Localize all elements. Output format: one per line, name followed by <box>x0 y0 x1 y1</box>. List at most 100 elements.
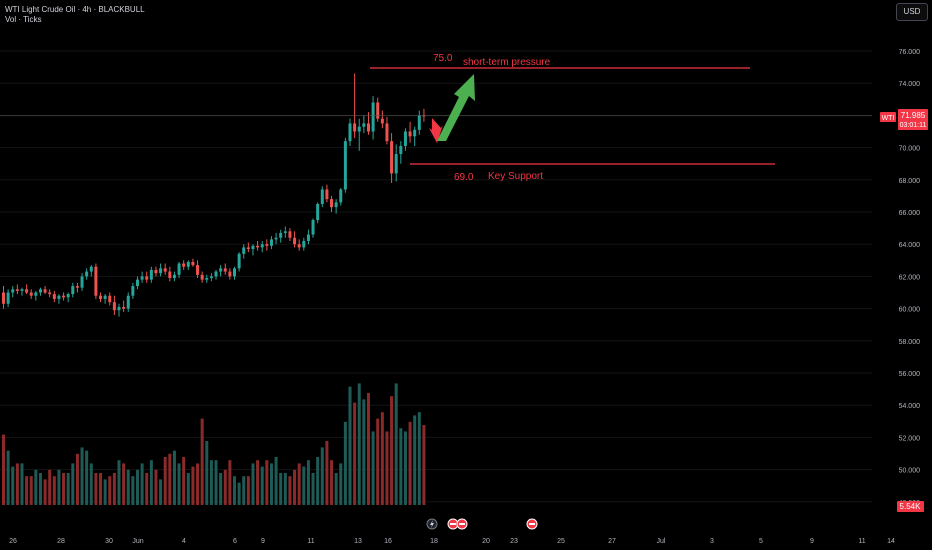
candle-body <box>330 199 334 208</box>
volume-bars <box>2 383 426 505</box>
candle-body <box>339 189 343 203</box>
volume-bar <box>316 457 320 505</box>
y-tick-label: 68.000 <box>899 178 921 185</box>
candle-body <box>200 274 204 280</box>
candle-body <box>256 245 260 248</box>
candle-body <box>57 295 61 299</box>
candle-body <box>325 189 329 200</box>
volume-bar <box>408 421 412 505</box>
candle-body <box>112 302 116 311</box>
volume-bar <box>71 463 75 505</box>
candle-body <box>334 202 338 208</box>
x-tick-label: 20 <box>482 538 490 545</box>
candle-body <box>94 266 98 296</box>
earnings-icon[interactable] <box>526 518 538 530</box>
x-tick-label: 6 <box>233 538 237 545</box>
candle-body <box>343 141 347 190</box>
volume-bar <box>219 473 223 505</box>
y-tick-label: 56.000 <box>899 371 921 378</box>
volume-bar <box>325 441 329 505</box>
volume-bar <box>126 469 130 505</box>
x-tick-label: 23 <box>510 538 518 545</box>
candle-body <box>191 261 195 266</box>
up-arrow-icon[interactable] <box>437 74 475 141</box>
candle-body <box>251 245 255 250</box>
earnings-icon[interactable] <box>456 518 468 530</box>
candle-body <box>80 276 84 288</box>
candle-body <box>177 263 181 275</box>
y-tick-label: 64.000 <box>899 242 921 249</box>
volume-bar <box>371 431 375 505</box>
candle-body <box>11 289 15 293</box>
volume-bar <box>205 441 209 505</box>
grid-lines <box>0 50 872 503</box>
volume-bar <box>390 396 394 505</box>
volume-bar <box>62 473 66 505</box>
x-tick-label: 18 <box>430 538 438 545</box>
candle-body <box>357 126 361 132</box>
chart-header: WTI Light Crude Oil · 4h · BLACKBULL Vol… <box>5 5 145 25</box>
volume-bar <box>163 457 167 505</box>
volume-bar <box>182 457 186 505</box>
candle-body <box>15 289 19 291</box>
volume-bar <box>99 473 103 505</box>
volume-bar <box>172 450 176 505</box>
candle-body <box>48 292 52 295</box>
down-arrow-icon[interactable] <box>429 118 443 143</box>
x-tick-label: 28 <box>57 538 65 545</box>
time-axis[interactable]: 26 28 30 Jun 4 6 9 11 13 16 18 20 23 25 27 Jul 3 5 9 11 14 <box>9 538 895 545</box>
candle-body <box>413 129 417 137</box>
volume-bar <box>269 463 273 505</box>
flash-icon[interactable] <box>426 518 438 530</box>
x-tick-label: Jun <box>132 538 143 545</box>
candle-body <box>34 292 38 296</box>
candle-body <box>71 286 75 295</box>
resistance-text-label: short-term pressure <box>463 57 551 68</box>
y-tick-label: 58.000 <box>899 339 921 346</box>
x-tick-label: 9 <box>810 538 814 545</box>
x-tick-label: Jul <box>657 538 666 545</box>
volume-bar <box>103 479 107 505</box>
resistance-value-label: 75.0 <box>433 53 453 64</box>
volume-bar <box>57 469 61 505</box>
volume-bar <box>233 476 236 505</box>
volume-bar <box>131 476 135 505</box>
candle-body <box>376 102 380 119</box>
earnings-icon[interactable] <box>447 518 459 530</box>
indicator-label[interactable]: Vol · Ticks <box>5 15 42 24</box>
volume-bar <box>279 473 283 505</box>
volume-bar <box>112 473 116 505</box>
volume-bar <box>140 463 144 505</box>
volume-bar <box>168 453 172 505</box>
volume-bar <box>260 466 264 505</box>
countdown-label: 03:01:11 <box>900 122 927 129</box>
volume-bar <box>75 453 79 505</box>
candle-body <box>390 141 394 174</box>
candle-body <box>353 123 357 132</box>
volume-bar <box>122 463 126 505</box>
candle-body <box>2 292 5 304</box>
candle-body <box>297 244 301 248</box>
volume-bar <box>159 479 163 505</box>
volume-bar <box>117 460 121 505</box>
volume-bar <box>52 476 56 505</box>
symbol-title[interactable]: WTI Light Crude Oil · 4h · BLACKBULL <box>5 5 145 14</box>
volume-bar <box>15 463 19 505</box>
candle-body <box>75 286 79 288</box>
volume-bar <box>366 393 370 505</box>
volume-bar <box>94 473 98 505</box>
candle-body <box>399 145 403 155</box>
volume-bar <box>108 476 112 505</box>
currency-button[interactable]: USD <box>896 3 928 21</box>
x-tick-label: 26 <box>9 538 17 545</box>
candle-body <box>219 268 223 272</box>
volume-bar <box>154 469 158 505</box>
volume-bar <box>265 460 269 505</box>
candle-body <box>43 289 47 293</box>
volume-bar <box>214 460 218 505</box>
candlesticks <box>2 73 426 317</box>
volume-bar <box>191 466 195 505</box>
x-tick-label: 25 <box>557 538 565 545</box>
support-value-label: 69.0 <box>454 172 474 183</box>
